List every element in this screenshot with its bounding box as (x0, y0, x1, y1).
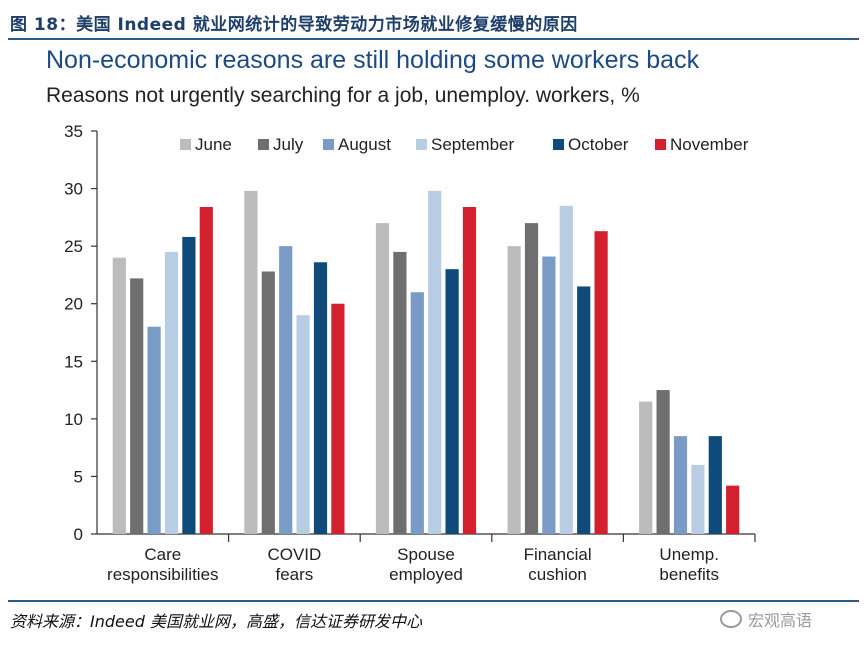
y-tick-label: 20 (64, 295, 83, 314)
x-category-label: COVID (267, 545, 321, 564)
bar-october (577, 286, 591, 534)
wechat-icon (720, 610, 742, 628)
bar-july (261, 271, 275, 534)
bar-october (708, 436, 722, 534)
bar-september (691, 464, 705, 534)
bar-july (656, 390, 670, 534)
bar-september (164, 251, 179, 534)
x-category-label: responsibilities (107, 565, 219, 584)
legend-label-august: August (338, 135, 391, 154)
figure-header: 图 18：美国 Indeed 就业网统计的导致劳动力市场就业修复缓慢的原因 (8, 4, 859, 40)
bar-august (410, 292, 424, 534)
bar-september (296, 315, 310, 534)
figure-footer: 资料来源：Indeed 美国就业网，高盛，信达证券研发中心 宏观高语 (8, 600, 859, 631)
bar-august (542, 256, 556, 534)
x-category-label: benefits (659, 565, 719, 584)
bar-july (130, 278, 144, 534)
legend-label-july: July (273, 135, 304, 154)
x-category-label: cushion (528, 565, 587, 584)
y-tick-label: 35 (64, 122, 83, 141)
legend-label-october: October (568, 135, 629, 154)
bar-september (428, 190, 442, 535)
legend-label-november: November (670, 135, 749, 154)
bar-june (112, 257, 126, 534)
bar-july (393, 251, 407, 534)
x-category-label: Unemp. (659, 545, 719, 564)
legend-label-september: September (431, 135, 514, 154)
bar-november (199, 206, 213, 534)
y-tick-label: 5 (74, 467, 83, 486)
bar-june (375, 223, 390, 534)
x-category-label: Spouse (397, 545, 455, 564)
legend-swatch-october (553, 139, 564, 150)
figure-title: 图 18：美国 Indeed 就业网统计的导致劳动力市场就业修复缓慢的原因 (10, 15, 578, 35)
y-tick-label: 0 (74, 525, 83, 544)
y-tick-label: 30 (64, 180, 83, 199)
bar-november (726, 485, 740, 534)
bar-october (313, 262, 328, 534)
legend-swatch-june (180, 139, 191, 150)
legend-swatch-september (416, 139, 427, 150)
x-category-label: fears (276, 565, 314, 584)
bar-june (507, 246, 521, 534)
legend-swatch-july (258, 139, 269, 150)
bar-august (147, 326, 161, 534)
bar-november (594, 231, 608, 534)
chart-subtitle: Reasons not urgently searching for a job… (46, 84, 640, 107)
bar-june (244, 190, 258, 535)
chart-title: Non-economic reasons are still holding s… (46, 46, 700, 74)
bar-july (524, 223, 539, 534)
watermark-label: 宏观高语 (748, 611, 813, 630)
source-note: 资料来源：Indeed 美国就业网，高盛，信达证券研发中心 (10, 612, 422, 631)
legend-swatch-august (323, 139, 334, 150)
y-tick-label: 25 (64, 237, 83, 256)
bar-august (673, 436, 688, 534)
bar-october (182, 236, 196, 534)
bar-august (279, 246, 293, 534)
bar-june (639, 401, 653, 534)
y-tick-label: 15 (64, 352, 83, 371)
y-tick-label: 10 (64, 410, 83, 429)
bar-september (559, 205, 573, 535)
x-category-label: Financial (524, 545, 592, 564)
x-category-label: employed (389, 565, 463, 584)
legend-swatch-november (655, 139, 666, 150)
watermark: 宏观高语 (720, 607, 812, 631)
legend-label-june: June (195, 135, 232, 154)
bar-october (445, 269, 459, 534)
x-category-label: Care (144, 545, 181, 564)
bar-november (462, 206, 477, 534)
bar-november (331, 303, 345, 534)
